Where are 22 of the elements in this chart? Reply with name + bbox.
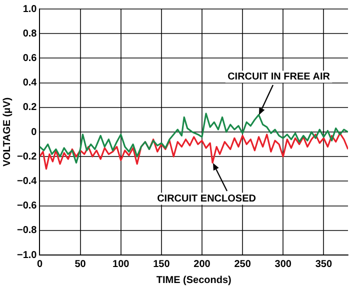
y-tick-label: 0.2	[22, 102, 38, 114]
x-tick-label: 150	[153, 258, 170, 270]
x-tick-label: 300	[274, 258, 292, 270]
y-tick-label: −1.0	[16, 250, 38, 261]
x-tick-label: 50	[74, 258, 86, 270]
y-axis-title: VOLTAGE (μV)	[2, 97, 13, 167]
x-tick-label: 350	[315, 258, 332, 270]
x-tick-label: 250	[234, 258, 252, 270]
y-tick-label: −0.2	[16, 151, 38, 162]
y-tick-label: 0.8	[22, 28, 38, 40]
annotation: CIRCUIT IN FREE AIR	[228, 72, 331, 83]
y-tick-label: 1.0	[22, 4, 38, 15]
annotation: CIRCUIT ENCLOSED	[157, 194, 256, 204]
x-tick-label: 100	[112, 258, 130, 270]
y-tick-label: −0.6	[16, 200, 38, 212]
y-tick-label: 0	[31, 126, 38, 138]
y-tick-label: −0.4	[16, 176, 38, 187]
x-tick-label: 200	[194, 258, 211, 270]
y-tick-label: 0.4	[22, 78, 38, 89]
y-tick-label: 0.6	[22, 52, 38, 64]
y-tick-label: −0.8	[16, 225, 38, 236]
x-axis-title: TIME (Seconds)	[156, 274, 232, 286]
